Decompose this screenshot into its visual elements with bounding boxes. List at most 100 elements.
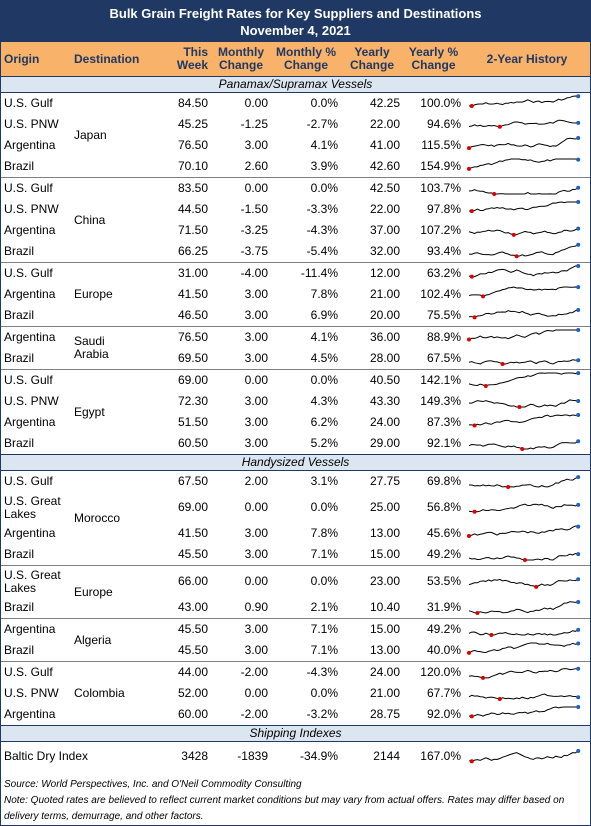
value-cell: -4.3% bbox=[271, 661, 341, 683]
sparkline bbox=[468, 226, 581, 237]
value-cell: 87.3% bbox=[426, 415, 461, 429]
value-cell: 49.2% bbox=[426, 547, 461, 561]
value-cell: 3.00 bbox=[244, 526, 268, 540]
value-cell: 120.0% bbox=[403, 661, 464, 683]
value-cell: 7.1% bbox=[310, 643, 338, 657]
sparkline bbox=[468, 551, 581, 562]
value-cell: 3.00 bbox=[244, 394, 268, 408]
value-cell: 37.00 bbox=[369, 223, 400, 237]
value-cell: 12.00 bbox=[341, 262, 403, 284]
sparkline bbox=[468, 398, 581, 409]
destination: Europe bbox=[71, 262, 166, 327]
history-cell bbox=[464, 704, 590, 726]
value-cell: 6.9% bbox=[310, 308, 338, 322]
value-cell: 27.75 bbox=[369, 474, 400, 488]
origin: Brazil bbox=[4, 308, 35, 322]
value-cell: 67.7% bbox=[426, 686, 461, 700]
value-cell: 6.2% bbox=[310, 415, 338, 429]
history-cell bbox=[464, 492, 590, 523]
value-cell: 0.00 bbox=[244, 96, 268, 110]
history-cell bbox=[464, 618, 590, 640]
origin: Argentina bbox=[4, 707, 56, 721]
value-cell: 23.00 bbox=[341, 565, 403, 597]
data-row: Argentina 51.50 3.00 6.2% 24.00 87.3% bbox=[1, 412, 590, 433]
value-cell: 3.00 bbox=[244, 436, 268, 450]
value-cell: 25.00 bbox=[369, 500, 400, 514]
origin: U.S. PNW bbox=[4, 202, 59, 216]
origin: Brazil bbox=[4, 159, 35, 173]
value-cell: 3.00 bbox=[244, 415, 268, 429]
value-cell: 2144 bbox=[373, 749, 400, 763]
sparkline bbox=[468, 199, 581, 213]
value-cell: 70.10 bbox=[177, 159, 208, 173]
history-cell bbox=[464, 135, 590, 156]
value-cell: 4.3% bbox=[310, 394, 338, 408]
date: November 4, 2021 bbox=[240, 23, 351, 38]
origin: U.S. PNW bbox=[4, 394, 59, 408]
origin: Argentina bbox=[4, 138, 56, 152]
value-cell: 93.4% bbox=[426, 244, 461, 258]
sparkline bbox=[468, 599, 581, 615]
history-cell bbox=[464, 683, 590, 704]
value-cell: 66.25 bbox=[177, 244, 208, 258]
value-cell: 92.1% bbox=[426, 436, 461, 450]
origin: U.S. Gulf bbox=[4, 96, 53, 110]
origin: U.S. Gulf bbox=[1, 369, 71, 391]
history-cell bbox=[464, 597, 590, 619]
value-cell: 103.7% bbox=[403, 177, 464, 199]
value-cell: 53.5% bbox=[403, 565, 464, 597]
sparkline bbox=[468, 263, 581, 279]
value-cell: -4.00 bbox=[211, 262, 271, 284]
value-cell: -34.9% bbox=[299, 749, 338, 763]
value-cell: 3.00 bbox=[211, 326, 271, 348]
sparkline bbox=[468, 748, 581, 763]
value-cell: 3.00 bbox=[244, 287, 268, 301]
destination: Europe bbox=[71, 565, 166, 619]
value-cell: 107.2% bbox=[420, 223, 461, 237]
history-cell bbox=[464, 284, 590, 305]
data-row: Brazil 70.10 2.60 3.9% 42.60 154.9% bbox=[1, 156, 590, 178]
sparkline bbox=[467, 641, 581, 655]
value-cell: 71.50 bbox=[177, 223, 208, 237]
history-cell bbox=[464, 241, 590, 263]
origin: Brazil bbox=[4, 643, 35, 657]
value-cell: 41.00 bbox=[369, 138, 400, 152]
note: Note: Quoted rates are believed to refle… bbox=[4, 795, 565, 822]
value-cell: 83.50 bbox=[166, 177, 211, 199]
value-cell: 29.00 bbox=[369, 436, 400, 450]
value-cell: 51.50 bbox=[177, 415, 208, 429]
value-cell: 63.2% bbox=[403, 262, 464, 284]
sparkline bbox=[468, 474, 581, 489]
sparkline bbox=[468, 284, 581, 298]
destination: Colombia bbox=[71, 661, 166, 726]
sparkline bbox=[468, 666, 581, 680]
value-cell: 28.00 bbox=[369, 351, 400, 365]
value-cell: 88.9% bbox=[403, 326, 464, 348]
value-cell: 7.1% bbox=[271, 618, 341, 640]
value-cell: 76.50 bbox=[177, 138, 208, 152]
value-cell: 36.00 bbox=[341, 326, 403, 348]
data-row: Brazil 46.50 3.00 6.9% 20.00 75.5% bbox=[1, 305, 590, 327]
data-row: Argentina 76.50 3.00 4.1% 41.00 115.5% bbox=[1, 135, 590, 156]
value-cell: 66.00 bbox=[166, 565, 211, 597]
value-cell: 69.00 bbox=[177, 500, 208, 514]
sparkline bbox=[467, 327, 581, 342]
value-cell: 3.00 bbox=[244, 643, 268, 657]
col-header: Monthly % Change bbox=[271, 42, 341, 77]
value-cell: 0.00 bbox=[211, 565, 271, 597]
data-row: U.S. Great Lakes 69.00 0.00 0.0% 25.00 56.8% bbox=[1, 492, 590, 523]
destination: Algeria bbox=[71, 618, 166, 662]
col-header: Yearly % Change bbox=[403, 42, 464, 77]
sparkline bbox=[468, 185, 581, 196]
value-cell: 44.50 bbox=[177, 202, 208, 216]
data-row: U.S. Gulf Morocco 67.50 2.00 3.1% 27.75 69.8% bbox=[1, 471, 590, 524]
history-cell bbox=[464, 156, 590, 178]
value-cell: -2.7% bbox=[306, 117, 338, 131]
value-cell: -1.25 bbox=[240, 117, 268, 131]
value-cell: 49.2% bbox=[403, 618, 464, 640]
value-cell: 22.00 bbox=[369, 117, 400, 131]
history-cell bbox=[464, 391, 590, 412]
section-title: Handysized Vessels bbox=[1, 454, 590, 471]
origin: Argentina bbox=[1, 326, 71, 348]
